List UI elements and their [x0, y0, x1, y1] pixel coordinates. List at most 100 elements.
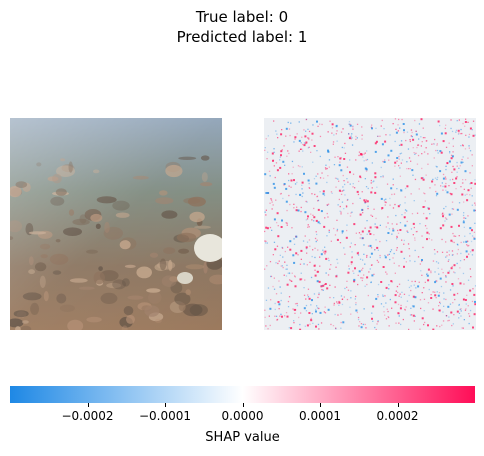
shap-pixel-positive — [367, 245, 370, 247]
shap-pixel-negative — [336, 140, 338, 142]
shap-pixel-negative — [448, 316, 450, 318]
shap-pixel-positive — [469, 172, 471, 174]
shap-pixel-positive — [366, 254, 368, 257]
shap-pixel-positive — [461, 158, 463, 161]
shap-pixel-positive — [404, 212, 406, 214]
shap-pixel-negative — [435, 280, 437, 282]
shap-pixel-positive — [271, 201, 273, 203]
shap-pixel-positive — [304, 279, 306, 281]
shap-pixel-negative — [369, 268, 371, 270]
shap-pixel-positive — [308, 137, 310, 139]
shap-pixel-positive — [359, 213, 362, 216]
shap-pixel-positive — [314, 274, 317, 277]
shap-pixel-positive — [284, 250, 286, 253]
shap-pixel-negative — [444, 220, 446, 222]
shap-pixel-negative — [437, 267, 439, 269]
shap-pixel-positive — [295, 252, 298, 255]
shap-pixel-positive — [387, 254, 389, 256]
shap-pixel-negative — [436, 192, 439, 195]
shap-pixel-positive — [380, 125, 382, 127]
shap-pixel-positive — [350, 138, 352, 140]
shap-pixel-negative — [451, 130, 454, 133]
shap-pixel-positive — [375, 140, 378, 143]
shap-pixel-negative — [291, 160, 294, 163]
shap-pixel-negative — [312, 161, 314, 163]
shap-pixel-positive — [374, 176, 377, 179]
shap-pixel-negative — [388, 228, 391, 230]
shap-pixel-negative — [440, 285, 443, 288]
shap-pixel-positive — [291, 227, 293, 229]
shap-pixel-negative — [414, 296, 417, 299]
shap-pixel-positive — [406, 230, 408, 232]
shap-pixel-positive — [403, 243, 405, 245]
shap-pixel-negative — [383, 199, 386, 201]
shap-pixel-negative — [408, 286, 411, 289]
shap-pixel-positive — [334, 234, 337, 236]
shap-pixel-positive — [313, 264, 316, 267]
shap-pixel-positive — [289, 279, 292, 282]
shap-pixel-positive — [274, 315, 276, 317]
shap-pixel-positive — [286, 155, 288, 157]
shap-pixel-positive — [373, 234, 375, 236]
shap-pixel-negative — [414, 260, 416, 263]
shap-pixel-positive — [340, 321, 342, 324]
shap-pixel-positive — [332, 325, 335, 327]
shap-pixel-positive — [280, 154, 282, 157]
shap-pixel-positive — [314, 264, 316, 266]
shap-pixel-positive — [316, 196, 318, 198]
shap-pixel-negative — [377, 249, 379, 251]
shap-pixel-positive — [299, 328, 302, 330]
shap-pixel-positive — [447, 320, 449, 322]
shap-pixel-negative — [448, 213, 451, 216]
shap-pixel-positive — [439, 301, 441, 303]
shap-pixel-negative — [417, 285, 420, 288]
shap-pixel-positive — [277, 137, 279, 139]
shap-pixel-positive — [425, 140, 427, 142]
shap-pixel-positive — [413, 320, 415, 322]
shap-pixel-positive — [325, 168, 327, 170]
shap-pixel-negative — [445, 205, 447, 208]
shap-pixel-positive — [297, 254, 299, 256]
shap-pixel-negative — [267, 287, 270, 289]
shap-pixel-negative — [458, 317, 460, 319]
shap-pixel-positive — [398, 322, 400, 324]
shap-pixel-positive — [308, 312, 311, 314]
shap-pixel-positive — [283, 274, 285, 276]
shap-pixel-negative — [433, 143, 435, 145]
shap-pixel-positive — [299, 165, 301, 168]
shap-pixel-positive — [323, 225, 326, 228]
shap-pixel-positive — [289, 203, 291, 206]
shap-pixel-negative — [310, 304, 312, 306]
shap-pixel-negative — [336, 258, 338, 261]
shap-pixel-positive — [345, 206, 348, 208]
shap-pixel-negative — [451, 254, 454, 256]
shap-pixel-positive — [417, 144, 419, 146]
shap-pixel-positive — [446, 251, 448, 253]
shap-pixel-negative — [462, 221, 465, 224]
shap-pixel-positive — [312, 214, 314, 216]
shap-pixel-positive — [352, 202, 354, 205]
shap-pixel-positive — [385, 134, 387, 136]
shap-pixel-negative — [297, 209, 300, 212]
shap-pixel-negative — [399, 167, 401, 169]
shap-pixel-positive — [308, 239, 311, 241]
shap-pixel-negative — [347, 198, 349, 201]
shap-pixel-negative — [437, 152, 439, 154]
shap-pixel-negative — [473, 209, 476, 212]
shap-pixel-positive — [457, 129, 460, 132]
shap-pixel-positive — [307, 215, 309, 218]
shap-pixel-positive — [399, 293, 401, 295]
shap-pixel-negative — [352, 125, 354, 127]
shap-pixel-positive — [291, 280, 293, 282]
shap-pixel-negative — [419, 223, 421, 225]
shap-pixel-positive — [444, 176, 447, 178]
shap-pixel-positive — [466, 193, 468, 195]
shap-pixel-positive — [326, 212, 328, 215]
shap-pixel-positive — [432, 291, 434, 293]
shap-pixel-positive — [299, 278, 302, 281]
shap-pixel-positive — [365, 159, 367, 161]
shap-pixel-negative — [337, 262, 339, 264]
shap-pixel-positive — [388, 159, 390, 161]
shap-pixel-positive — [405, 261, 407, 263]
shap-pixel-positive — [416, 163, 419, 165]
